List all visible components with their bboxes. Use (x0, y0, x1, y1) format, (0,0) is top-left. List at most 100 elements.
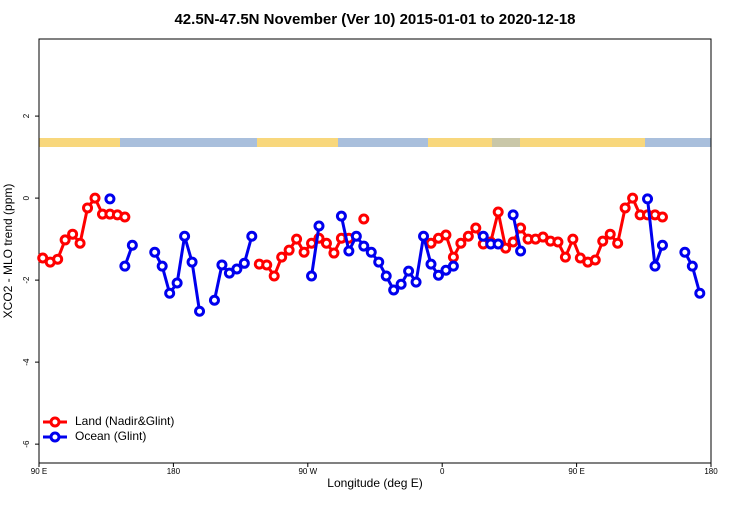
land-band (257, 138, 338, 147)
point (67, 228, 79, 240)
point (410, 276, 422, 288)
point (74, 237, 86, 249)
point (52, 253, 64, 265)
land-band (428, 138, 492, 147)
point (291, 233, 303, 245)
series-line (511, 214, 523, 252)
y-tick-label: -2 (22, 276, 31, 284)
point (59, 234, 71, 246)
point (171, 277, 183, 289)
point (320, 237, 332, 249)
point (126, 239, 138, 251)
point (507, 209, 519, 221)
point (455, 237, 467, 249)
point (365, 246, 377, 258)
point (686, 260, 698, 272)
point (403, 265, 415, 277)
point (156, 260, 168, 272)
point (313, 220, 325, 232)
ocean-band (120, 138, 257, 147)
point (149, 246, 161, 258)
point (194, 305, 206, 317)
legend-marker (49, 431, 61, 443)
point (656, 211, 668, 223)
point (477, 230, 489, 242)
point (298, 246, 310, 258)
point (492, 206, 504, 218)
point (328, 247, 340, 259)
point (492, 238, 504, 250)
point (425, 237, 437, 249)
point (343, 245, 355, 257)
point (283, 244, 295, 256)
mixed-band (492, 138, 520, 147)
land-ocean-strip (39, 138, 711, 147)
point (119, 260, 131, 272)
point (440, 229, 452, 241)
land-band (520, 138, 645, 147)
point (358, 213, 370, 225)
point (104, 193, 116, 205)
point (186, 256, 198, 268)
point (246, 230, 258, 242)
point (179, 230, 191, 242)
point (559, 251, 571, 263)
point (656, 239, 668, 251)
point (82, 202, 94, 214)
point (462, 230, 474, 242)
point (470, 222, 482, 234)
point (612, 237, 624, 249)
x-tick-label: 0 (440, 467, 445, 476)
ocean-band (338, 138, 428, 147)
point (306, 270, 318, 282)
point (515, 245, 527, 257)
point (604, 228, 616, 240)
point (231, 263, 243, 275)
y-tick-label: 2 (22, 113, 31, 118)
point (380, 270, 392, 282)
legend-label: Land (Nadir&Glint) (75, 414, 174, 428)
point (358, 240, 370, 252)
point (597, 235, 609, 247)
point (238, 257, 250, 269)
legend-label: Ocean (Glint) (75, 429, 146, 443)
point (642, 193, 654, 205)
ocean-band (645, 138, 711, 147)
y-tick-label: -4 (22, 358, 31, 366)
point (373, 256, 385, 268)
point (694, 287, 706, 299)
point (388, 284, 400, 296)
point (418, 230, 430, 242)
point (447, 260, 459, 272)
point (216, 259, 228, 271)
legend-marker (49, 416, 61, 428)
point (507, 236, 519, 248)
y-tick-label: -6 (22, 440, 31, 448)
point (447, 251, 459, 263)
point (425, 258, 437, 270)
point (589, 254, 601, 266)
plot-frame (38, 38, 712, 464)
point (261, 259, 273, 271)
point (679, 246, 691, 258)
point (89, 192, 101, 204)
point (567, 233, 579, 245)
point (395, 278, 407, 290)
point (119, 211, 131, 223)
land-band (39, 138, 120, 147)
x-tick-label: 90 E (31, 467, 47, 476)
x-tick-label: 180 (167, 467, 181, 476)
point (268, 270, 280, 282)
x-tick-label: 90 W (298, 467, 317, 476)
chart-title: 42.5N-47.5N November (Ver 10) 2015-01-01… (174, 11, 575, 28)
series-line (310, 225, 321, 277)
y-tick-label: 0 (22, 195, 31, 200)
point (552, 236, 564, 248)
point (276, 251, 288, 263)
point (649, 260, 661, 272)
x-tick-label: 180 (704, 467, 718, 476)
x-tick-label: 90 E (568, 467, 584, 476)
point (350, 230, 362, 242)
